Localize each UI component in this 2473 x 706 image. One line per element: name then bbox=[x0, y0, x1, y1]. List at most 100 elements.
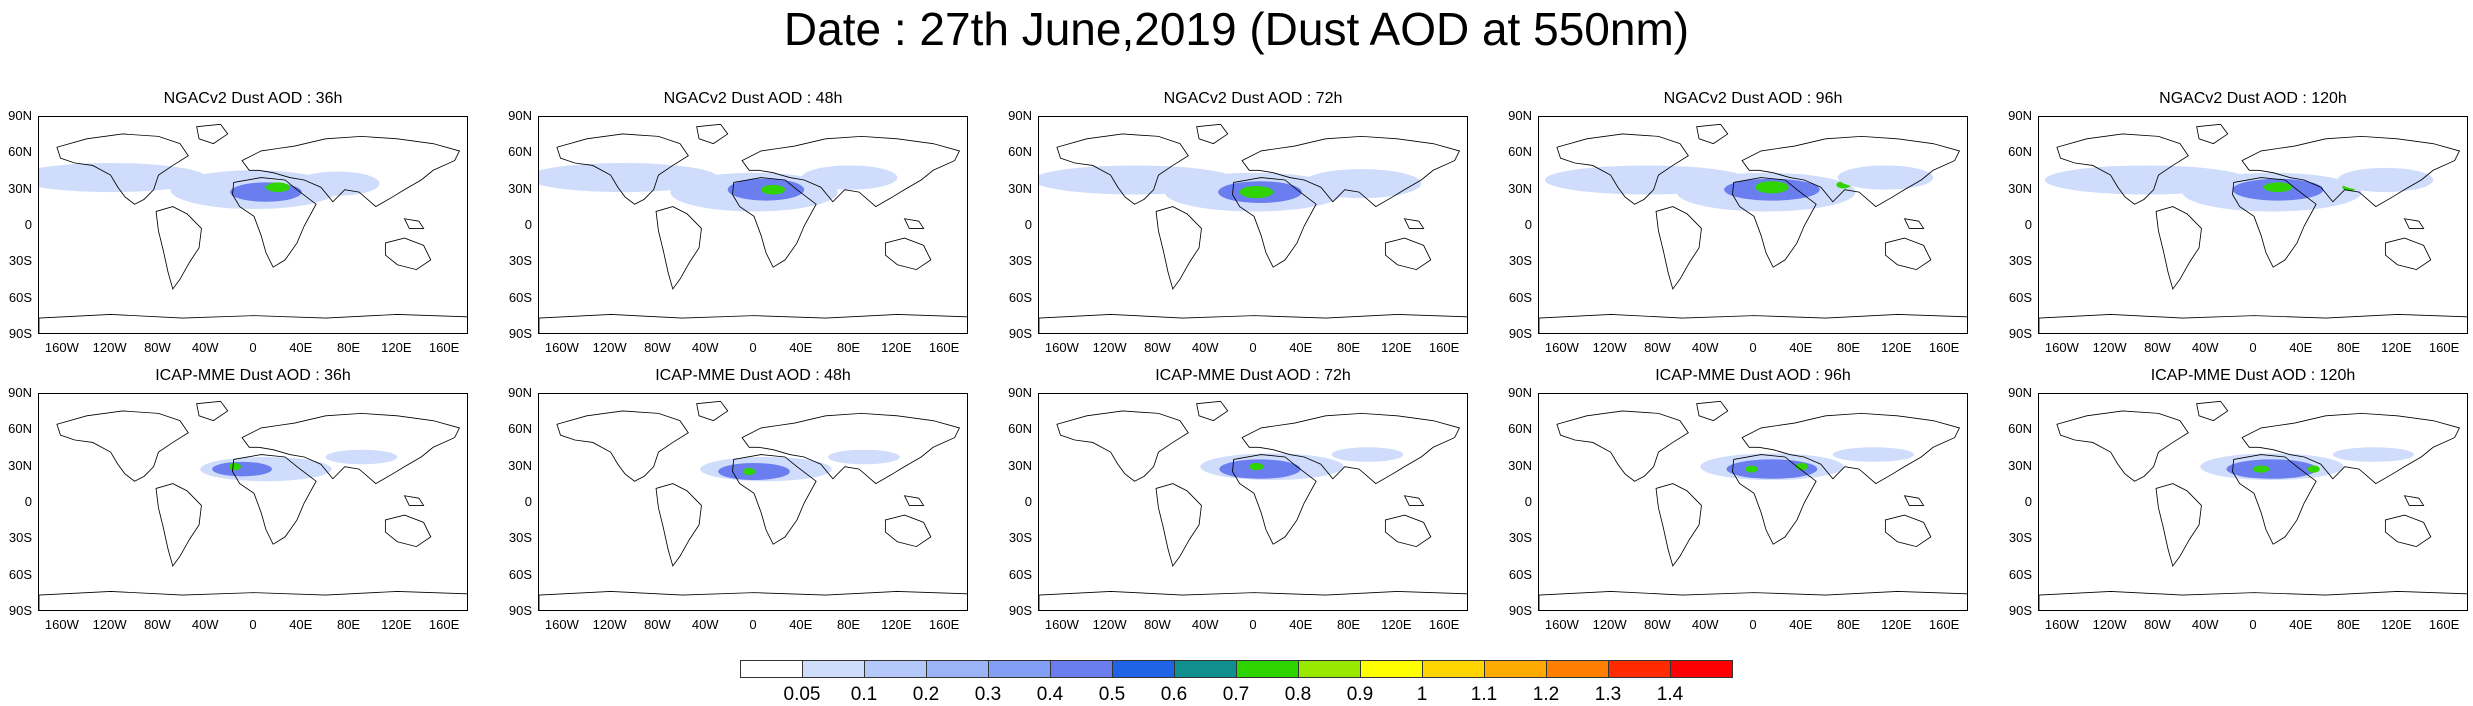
dust-plume bbox=[295, 171, 380, 196]
lon-tick-label: 0 bbox=[249, 617, 257, 632]
map-panel: NGACv2 Dust AOD : 120h 90N 60N 30N 0 30S 60S 90… bbox=[2008, 90, 2473, 378]
lon-tick-label: 40E bbox=[789, 617, 813, 632]
lat-tick-label: 30S bbox=[508, 253, 532, 269]
colorbar-label: 0.6 bbox=[1160, 684, 1188, 705]
colorbar-cell bbox=[1422, 660, 1485, 678]
dust-plume bbox=[2226, 459, 2318, 479]
lon-tick-label: 40E bbox=[1789, 617, 1813, 632]
dust-plume bbox=[2332, 447, 2415, 462]
lon-tick-label: 120W bbox=[1092, 340, 1127, 355]
colorbar-label: 1.1 bbox=[1470, 684, 1498, 705]
lon-tick-label: 40W bbox=[691, 340, 719, 355]
lon-tick-label: 120E bbox=[1881, 340, 1912, 355]
coastline bbox=[1884, 514, 1932, 548]
map-area bbox=[2038, 393, 2468, 611]
lat-tick-label: 0 bbox=[1024, 494, 1032, 509]
lon-tick-label: 40E bbox=[289, 340, 313, 355]
lon-tick-label: 40W bbox=[1691, 340, 1719, 355]
coastline bbox=[556, 133, 689, 205]
map-area bbox=[1038, 393, 1468, 611]
map-area bbox=[1538, 116, 1968, 334]
coastline bbox=[1039, 590, 1467, 610]
coastline bbox=[655, 483, 702, 567]
lon-tick-label: 0 bbox=[249, 340, 257, 355]
map-svg bbox=[1039, 123, 1467, 333]
lon-tick-label: 160W bbox=[1544, 340, 1579, 355]
lat-tick-label: 60S bbox=[1508, 289, 1532, 305]
coastline bbox=[403, 495, 425, 506]
map-svg bbox=[2039, 400, 2467, 610]
lat-tick-label: 90N bbox=[8, 385, 32, 400]
colorbar-label: 0.8 bbox=[1284, 684, 1312, 705]
coastline bbox=[1903, 218, 1925, 229]
coastline bbox=[2403, 218, 2425, 229]
lon-tick-label: 160E bbox=[428, 340, 460, 355]
dust-plume bbox=[1249, 463, 1264, 471]
coastline bbox=[1403, 218, 1425, 229]
colorbar-cell bbox=[1174, 660, 1237, 678]
colorbar-label: 0.4 bbox=[1036, 684, 1064, 705]
map-svg bbox=[39, 400, 467, 610]
lon-tick-label: 160E bbox=[928, 340, 960, 355]
dust-plume bbox=[325, 449, 398, 465]
coastline bbox=[2232, 454, 2317, 545]
coastline bbox=[903, 495, 925, 506]
coastline bbox=[232, 177, 317, 268]
lon-tick-label: 120W bbox=[592, 617, 627, 632]
lat-tick-label: 0 bbox=[1024, 217, 1032, 232]
coastline bbox=[884, 514, 932, 548]
lon-tick-label: 120W bbox=[92, 340, 127, 355]
lon-tick-label: 40W bbox=[2191, 340, 2219, 355]
lat-tick-label: 90S bbox=[8, 326, 32, 341]
lat-tick-label: 60S bbox=[1008, 289, 1032, 305]
lon-tick-label: 0 bbox=[1749, 340, 1757, 355]
lon-tick-label: 160E bbox=[2428, 340, 2460, 355]
coastline bbox=[655, 206, 702, 290]
coastline bbox=[1732, 454, 1817, 545]
lat-tick-label: 30N bbox=[8, 180, 32, 196]
lat-tick-label: 60S bbox=[1008, 566, 1032, 582]
lat-tick-label: 90N bbox=[2008, 108, 2032, 123]
coastline bbox=[1196, 123, 1229, 145]
lon-tick-label: 80E bbox=[336, 617, 361, 632]
map-panel: NGACv2 Dust AOD : 48h 90N 60N 30N 0 30S 60S 90S… bbox=[508, 90, 978, 378]
coastline bbox=[1884, 237, 1932, 271]
lat-tick-label: 60N bbox=[8, 421, 32, 437]
dust-plume bbox=[801, 165, 898, 190]
lat-tick-label: 90S bbox=[1008, 603, 1032, 618]
dust-plume bbox=[1755, 181, 1789, 194]
lon-tick-label: 160W bbox=[2044, 340, 2079, 355]
lon-tick-label: 0 bbox=[1749, 617, 1757, 632]
lat-tick-label: 90S bbox=[508, 326, 532, 341]
dust-plume bbox=[1832, 447, 1915, 462]
lat-tick-label: 30N bbox=[1508, 180, 1532, 196]
map-panel: ICAP-MME Dust AOD : 48h 90N 60N 30N 0 30S 60S 9… bbox=[508, 367, 978, 655]
map-svg bbox=[2039, 123, 2467, 333]
map-panel: ICAP-MME Dust AOD : 120h 90N 60N 30N 0 30S 60S… bbox=[2008, 367, 2473, 655]
lon-tick-label: 0 bbox=[2249, 617, 2257, 632]
coastline bbox=[2155, 483, 2202, 567]
coastline bbox=[1403, 495, 1425, 506]
dust-plume bbox=[265, 182, 290, 193]
coastline bbox=[2241, 412, 2461, 485]
map-panel: NGACv2 Dust AOD : 96h 90N 60N 30N 0 30S 60S 90S… bbox=[1508, 90, 1978, 378]
dust-plume bbox=[2263, 182, 2293, 193]
coastline bbox=[696, 123, 729, 145]
lat-tick-label: 60N bbox=[2008, 144, 2032, 160]
lat-tick-label: 30S bbox=[2008, 530, 2032, 546]
coastline bbox=[1741, 412, 1961, 485]
dust-plume bbox=[539, 163, 719, 193]
lat-tick-label: 60N bbox=[8, 144, 32, 160]
coastline bbox=[196, 123, 229, 145]
dust-plume bbox=[1837, 165, 1934, 190]
colorbar-label: 0.05 bbox=[783, 684, 821, 705]
lon-tick-label: 80E bbox=[1836, 340, 1861, 355]
lon-tick-label: 80W bbox=[1144, 340, 1171, 355]
colorbar-label: 1 bbox=[1416, 684, 1428, 705]
lat-tick-label: 60N bbox=[1508, 144, 1532, 160]
lon-tick-label: 160E bbox=[1928, 617, 1960, 632]
lat-tick-label: 90S bbox=[2008, 326, 2032, 341]
coastline bbox=[2155, 206, 2202, 290]
lon-tick-label: 160E bbox=[2428, 617, 2460, 632]
lat-tick-label: 30N bbox=[508, 457, 532, 473]
